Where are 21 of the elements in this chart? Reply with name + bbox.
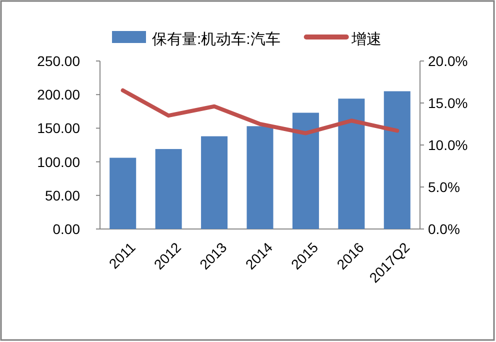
y2-tick-label: 5.0% [428,179,460,195]
bar [110,158,136,229]
legend-label: 保有量:机动车:汽车 [152,31,280,48]
y2-tick-label: 0.0% [428,221,460,237]
y2-tick-label: 20.0% [428,53,468,69]
y-tick-label: 0.00 [52,221,80,237]
y-tick-label: 200.00 [37,86,80,103]
bar [155,149,182,229]
y-tick-label: 100.00 [37,154,80,170]
bar [292,112,319,229]
bar [338,98,365,229]
y2-tick-label: 15.0% [428,95,468,111]
y2-tick-label: 10.0% [428,137,468,153]
y-tick-label: 250.00 [37,53,80,69]
bar [201,136,228,229]
legend-label: 增速 [350,31,382,48]
y-tick-label: 50.00 [44,187,80,204]
bar [384,91,410,229]
y-tick-label: 150.00 [37,120,80,136]
line-series [120,88,400,136]
bar [246,126,274,229]
